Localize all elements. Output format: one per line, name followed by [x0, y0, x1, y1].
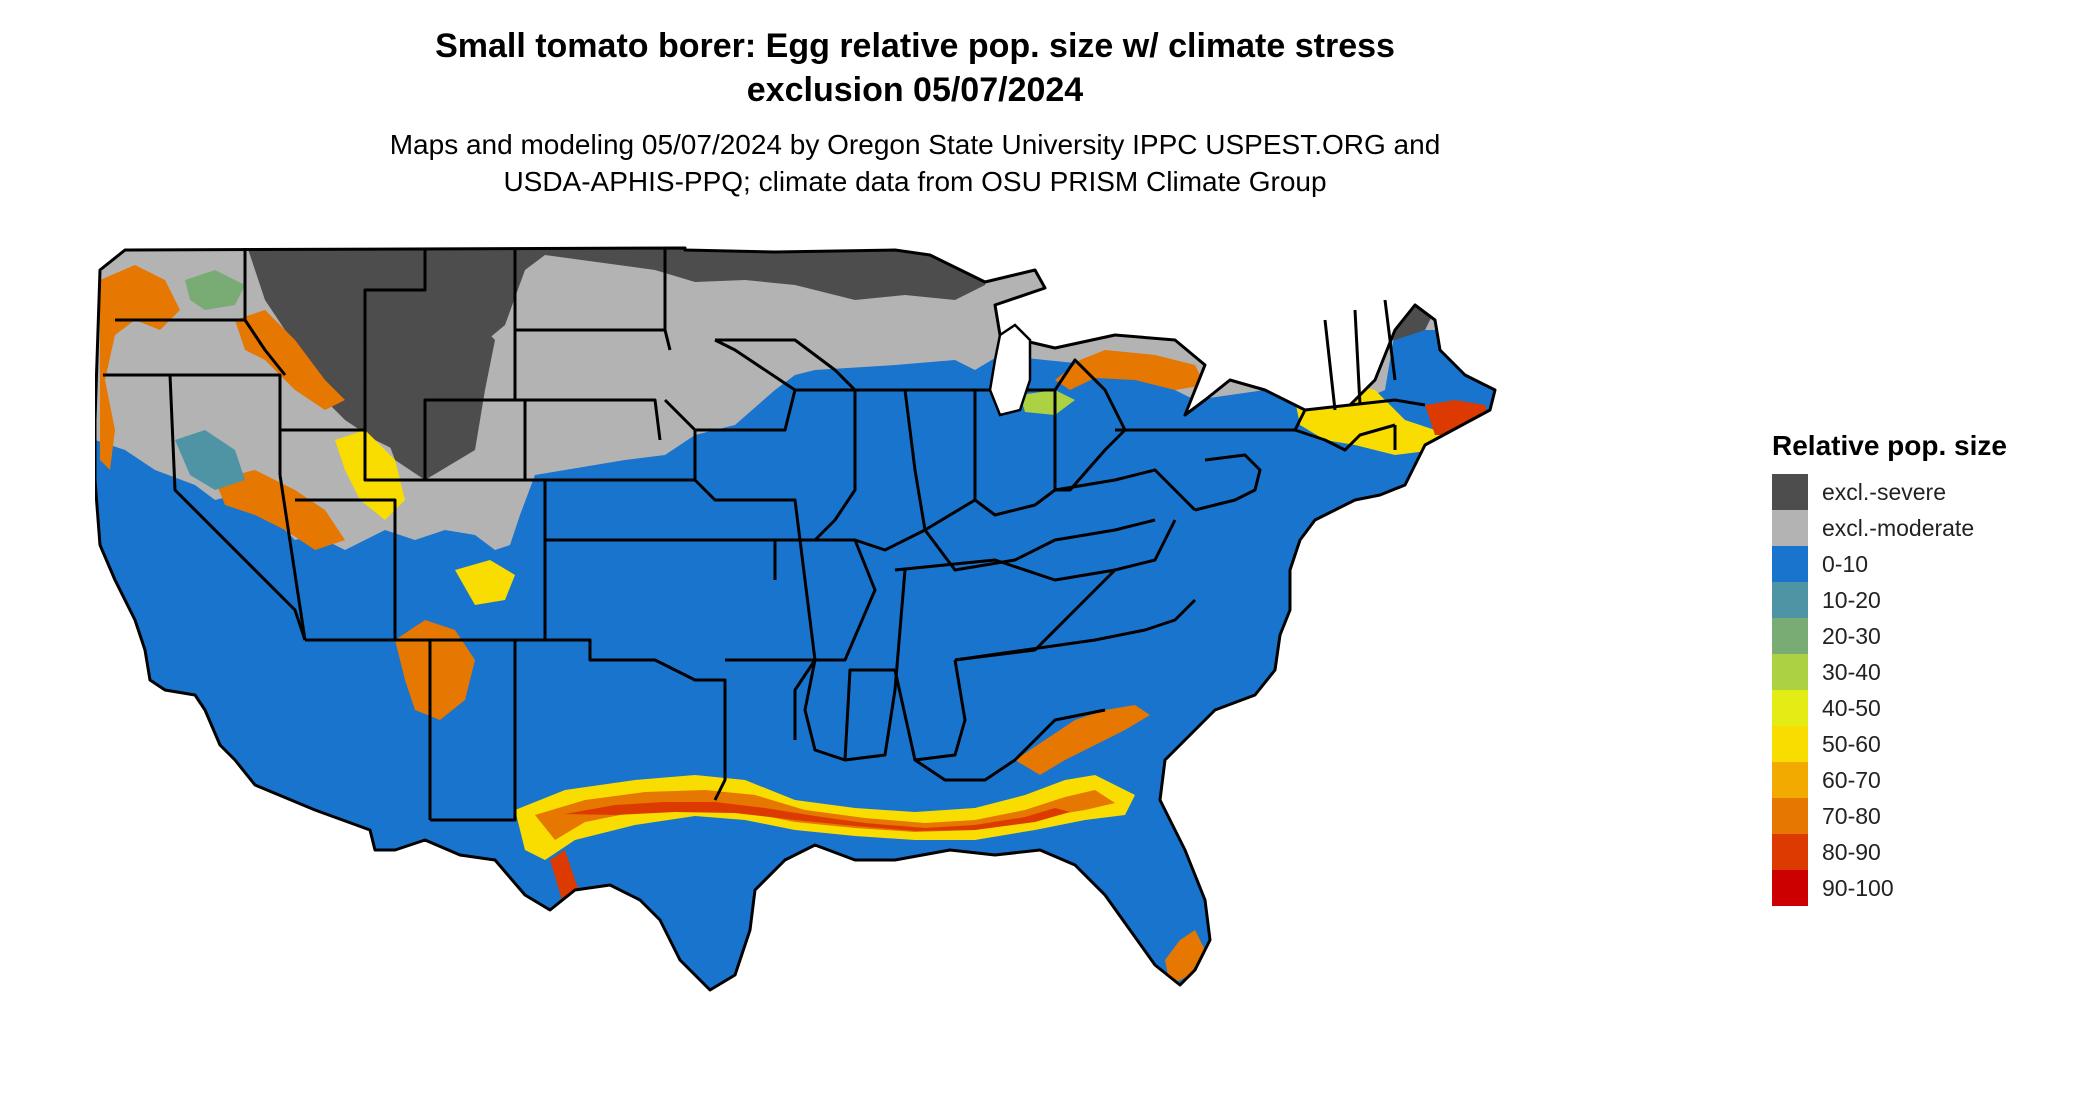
- legend-item: 50-60: [1772, 726, 2072, 762]
- band-arizona-orange: [395, 620, 475, 720]
- legend-swatch: [1772, 834, 1808, 870]
- legend-item: 30-40: [1772, 654, 2072, 690]
- legend-swatch: [1772, 690, 1808, 726]
- band-idaho-orange: [235, 310, 345, 410]
- us-map: [95, 246, 1497, 992]
- legend-swatch: [1772, 762, 1808, 798]
- region-excl-severe-rockies: [365, 300, 495, 480]
- legend-swatch: [1772, 618, 1808, 654]
- legend-swatch: [1772, 510, 1808, 546]
- legend-swatch: [1772, 474, 1808, 510]
- map-title-line-2: exclusion 05/07/2024: [746, 71, 1084, 109]
- legend-swatch: [1772, 870, 1808, 906]
- band-florida-orange: [1165, 930, 1205, 985]
- band-wa-green: [185, 270, 245, 310]
- band-nm-yellow: [455, 560, 515, 605]
- legend-label: 80-90: [1822, 839, 1881, 865]
- legend-label: 60-70: [1822, 767, 1881, 793]
- legend-label: excl.-moderate: [1822, 515, 1975, 541]
- map-subtitle-line-1: Maps and modeling 05/07/2024 by Oregon S…: [389, 129, 1441, 160]
- legend-swatch: [1772, 654, 1808, 690]
- band-california-mix: [175, 430, 245, 490]
- legend-rows: excl.-severe excl.-moderate 0-10 10-20 2…: [1772, 474, 2072, 906]
- legend-item: 10-20: [1772, 582, 2072, 618]
- country-outline: [95, 246, 1497, 992]
- great-lakes-outline: [988, 323, 1032, 417]
- legend-swatch: [1772, 798, 1808, 834]
- band-gulf-red: [565, 802, 1070, 831]
- band-pnw-orange: [100, 265, 180, 470]
- legend-label: 90-100: [1822, 875, 1894, 901]
- map-title-line-1: Small tomato borer: Egg relative pop. si…: [435, 27, 1395, 65]
- legend-swatch: [1772, 582, 1808, 618]
- legend-label: excl.-severe: [1822, 479, 1946, 505]
- legend-swatch: [1772, 546, 1808, 582]
- legend-item: 40-50: [1772, 690, 2072, 726]
- legend-item: excl.-severe: [1772, 474, 2072, 510]
- legend-item: 20-30: [1772, 618, 2072, 654]
- band-carolina-orange: [1015, 705, 1150, 775]
- legend-label: 50-60: [1822, 731, 1881, 757]
- legend-label: 70-80: [1822, 803, 1881, 829]
- band-utah-yellow: [335, 430, 405, 520]
- legend-label: 20-30: [1822, 623, 1881, 649]
- legend-label: 0-10: [1822, 551, 1869, 577]
- legend-title: Relative pop. size: [1772, 430, 2007, 461]
- map-raster: [95, 248, 1495, 990]
- band-lakemichigan-orange: [1055, 350, 1205, 390]
- legend-item: 90-100: [1772, 870, 2072, 906]
- legend-swatch: [1772, 726, 1808, 762]
- band-northeast-red: [1425, 400, 1490, 435]
- legend-item: excl.-moderate: [1772, 510, 2072, 546]
- legend-item: 70-80: [1772, 798, 2072, 834]
- region-excl-severe-northeast: [1295, 250, 1440, 340]
- lake-michigan: [988, 323, 1032, 417]
- legend-label: 10-20: [1822, 587, 1881, 613]
- legend-item: 80-90: [1772, 834, 2072, 870]
- legend-label: 40-50: [1822, 695, 1881, 721]
- legend: Relative pop. size excl.-severe excl.-mo…: [1772, 428, 2072, 906]
- band-wisconsin-green: [1020, 390, 1075, 415]
- band-great-basin-orange: [215, 470, 345, 550]
- legend-item: 60-70: [1772, 762, 2072, 798]
- band-texas-red: [550, 850, 655, 990]
- legend-item: 0-10: [1772, 546, 2072, 582]
- map-subtitle-line-2: USDA-APHIS-PPQ; climate data from OSU PR…: [503, 166, 1327, 197]
- state-boundaries: [95, 246, 1497, 992]
- legend-label: 30-40: [1822, 659, 1881, 685]
